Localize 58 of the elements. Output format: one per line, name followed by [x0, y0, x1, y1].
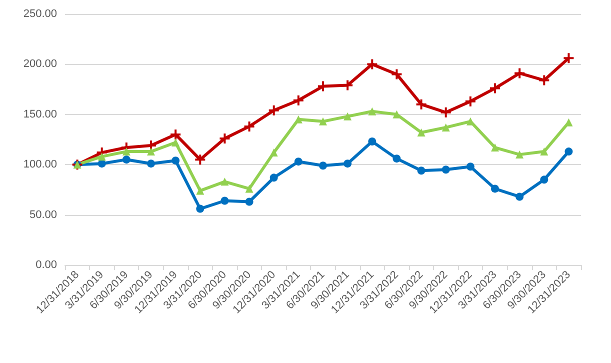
point — [514, 68, 525, 78]
point — [540, 148, 548, 156]
point — [564, 148, 573, 156]
point — [122, 156, 130, 164]
point — [195, 154, 206, 165]
point — [122, 148, 130, 156]
point — [172, 138, 180, 147]
point — [319, 117, 327, 126]
point — [245, 184, 254, 193]
point — [344, 112, 352, 120]
point — [147, 160, 155, 168]
point — [442, 166, 450, 174]
point — [244, 121, 254, 132]
point — [417, 128, 426, 136]
point — [516, 192, 524, 201]
point — [466, 162, 474, 171]
point — [98, 160, 106, 168]
point — [491, 144, 499, 152]
y-tick-label: 150.00 — [23, 108, 57, 120]
point — [490, 83, 500, 94]
point — [564, 53, 574, 64]
point — [172, 156, 180, 165]
point — [270, 174, 278, 182]
point — [319, 162, 327, 170]
y-tick-label: 200.00 — [23, 58, 57, 70]
point — [392, 110, 401, 118]
point — [440, 107, 451, 118]
point — [220, 133, 230, 144]
point — [147, 148, 155, 156]
point — [268, 105, 279, 116]
point — [516, 150, 524, 159]
y-tick-label: 100.00 — [23, 158, 57, 171]
point — [392, 69, 402, 80]
point — [344, 160, 352, 168]
point — [442, 123, 450, 132]
point — [293, 95, 304, 106]
point — [465, 96, 476, 106]
point — [368, 107, 376, 116]
point — [392, 154, 401, 163]
point — [540, 176, 548, 184]
point — [294, 158, 302, 166]
point — [220, 178, 229, 186]
y-tick-label: 250.00 — [23, 8, 57, 20]
point — [245, 198, 254, 206]
y-tick-label: 50.00 — [29, 208, 57, 221]
point — [196, 204, 204, 213]
point — [270, 148, 278, 157]
point — [491, 184, 499, 193]
point — [368, 138, 376, 146]
point — [170, 129, 181, 140]
point — [417, 166, 426, 175]
point — [196, 186, 204, 195]
point — [539, 75, 550, 86]
point — [220, 196, 229, 205]
y-tick-label: 0.00 — [36, 259, 57, 271]
point — [98, 152, 106, 161]
point — [367, 59, 378, 70]
point — [416, 99, 426, 110]
